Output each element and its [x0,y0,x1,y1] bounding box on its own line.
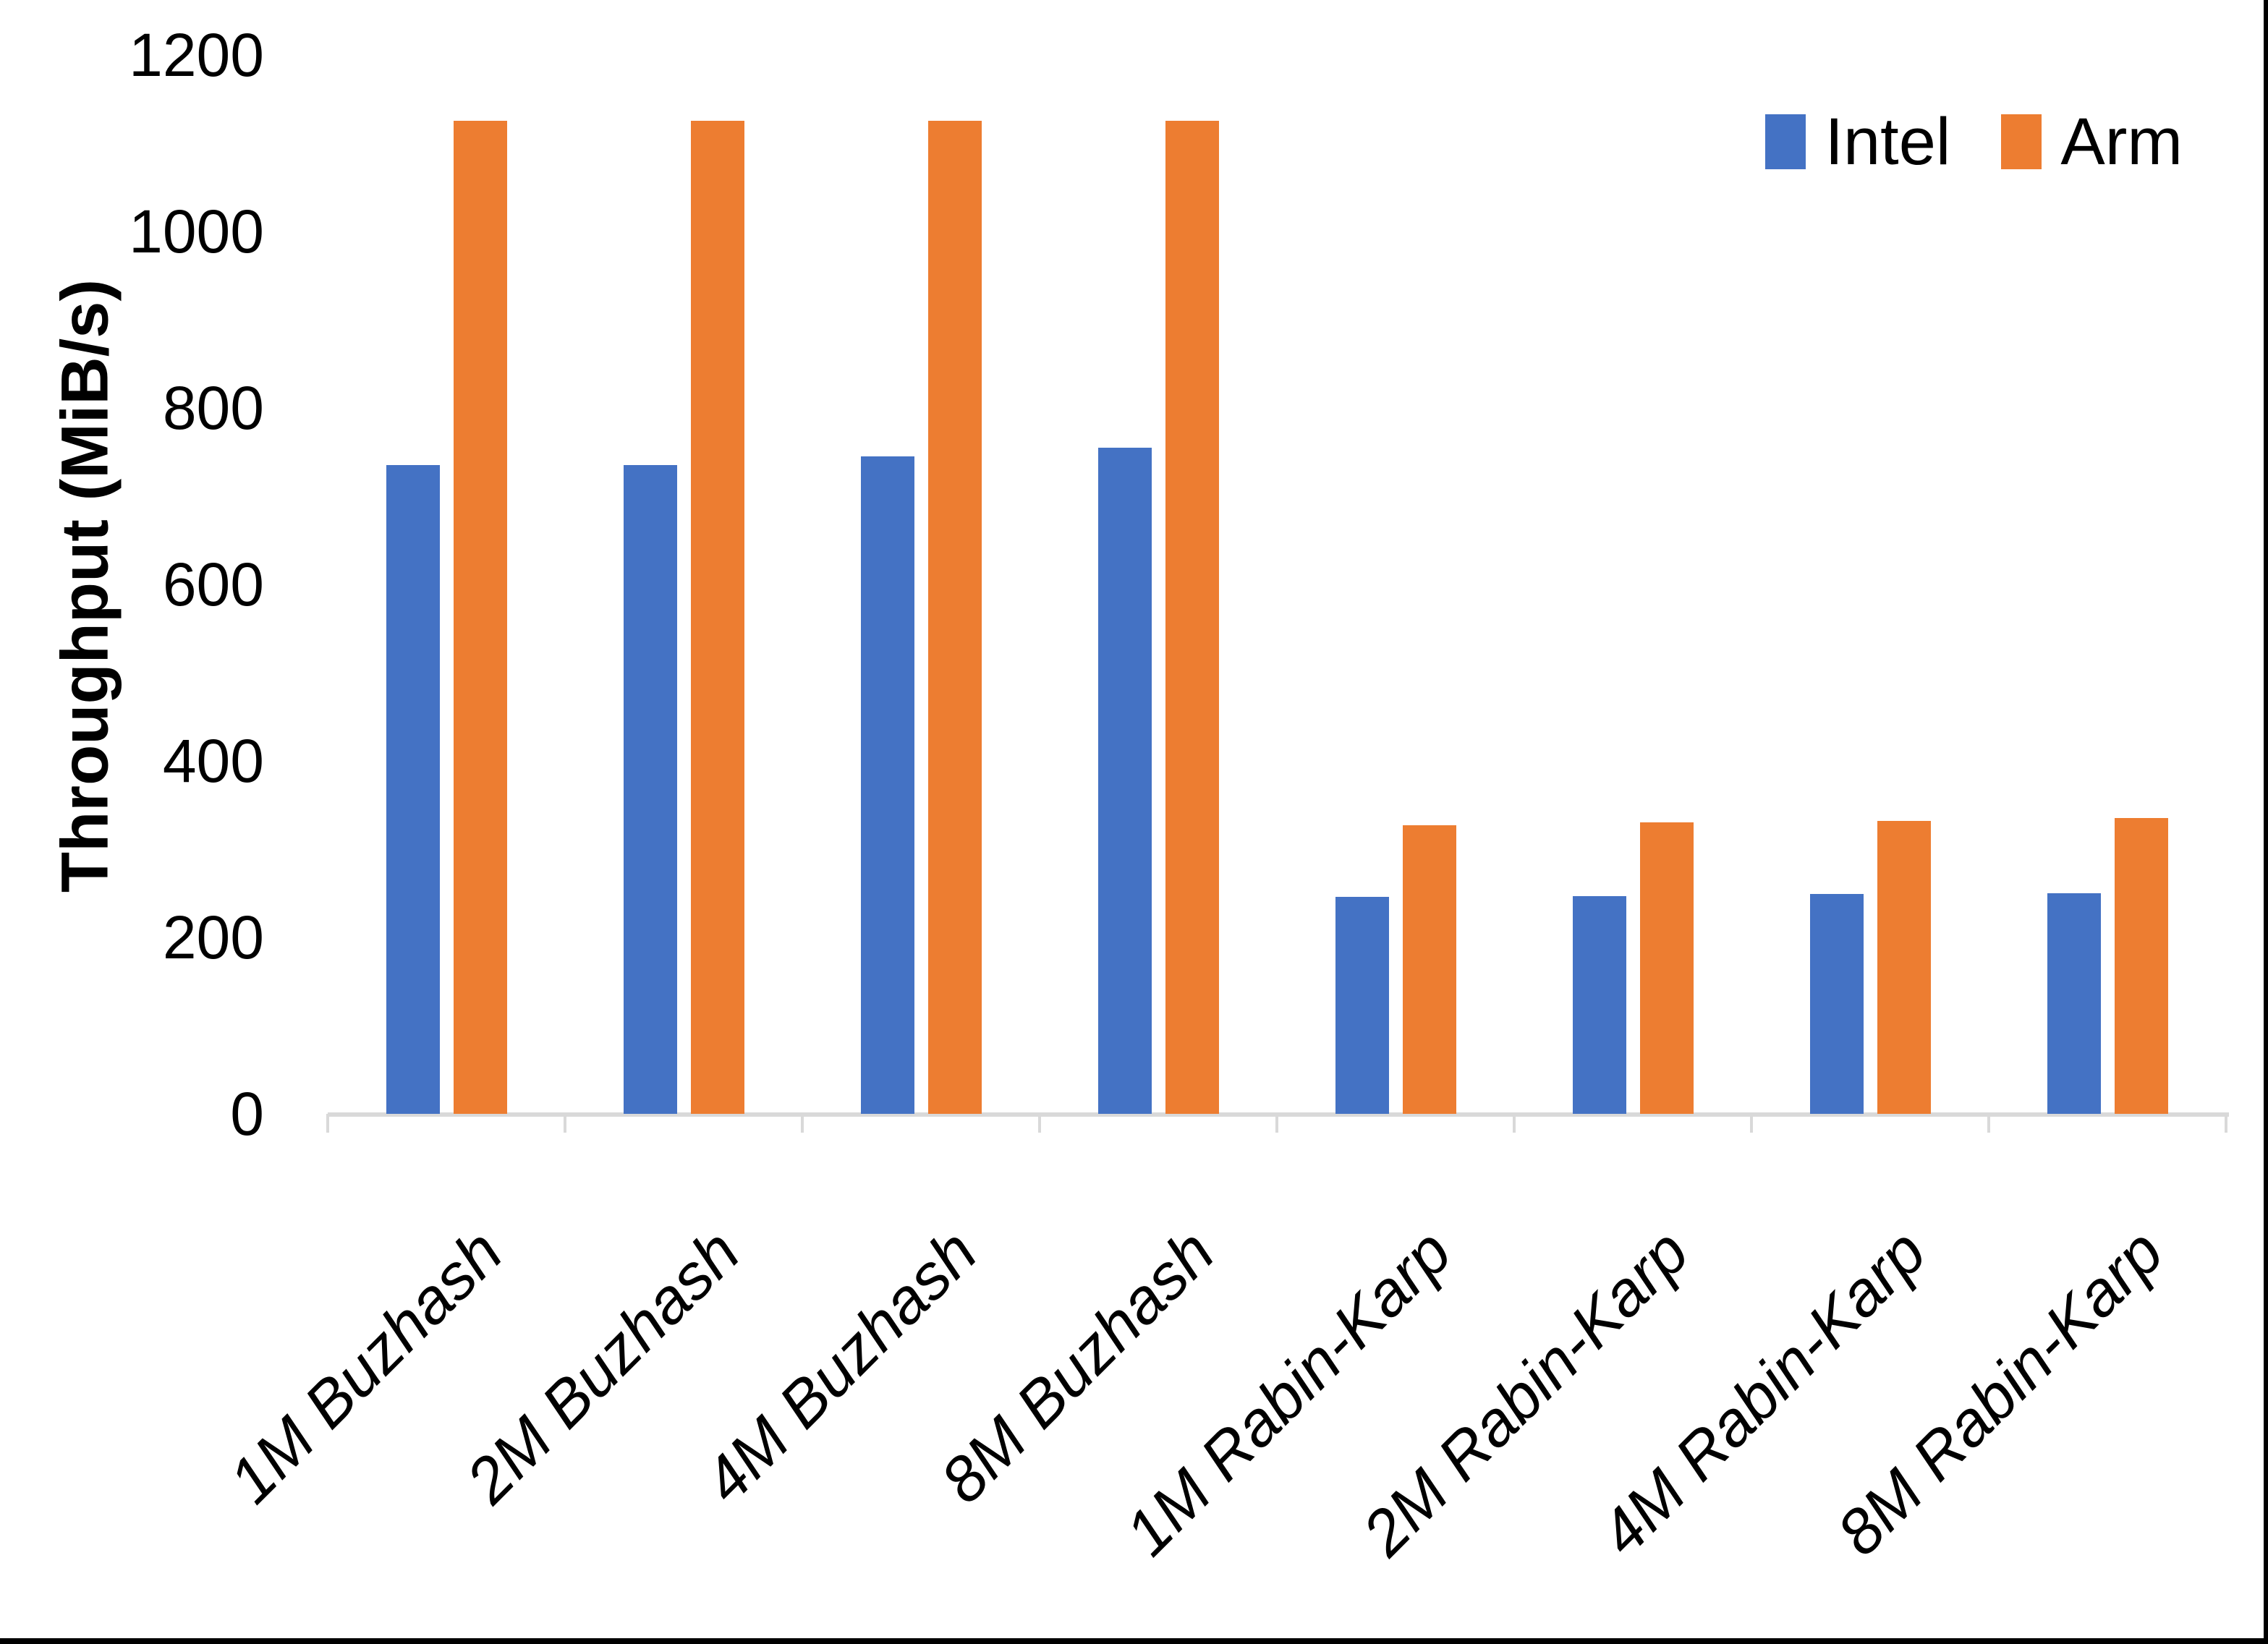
y-axis-tick-label: 400 [162,727,264,795]
x-axis-tick-mark [1275,1114,1278,1133]
bar-arm-2m-rabin-karp [1639,822,1694,1114]
x-axis-line [328,1112,2229,1117]
legend-item-intel: Intel [1765,108,1950,175]
x-axis-tick-mark [1513,1114,1516,1133]
intel-series-swatch-icon [1765,114,1806,169]
y-axis-tick-label: 800 [162,374,264,442]
bar-intel-8m-rabin-karp [2047,893,2101,1114]
window-right-border [2264,0,2268,1644]
bar-intel-4m-buzhash [860,456,914,1114]
bar-arm-8m-rabin-karp [2114,818,2168,1114]
bar-arm-1m-rabin-karp [1402,825,1456,1114]
y-axis-tick-label: 1000 [129,197,264,265]
x-axis-tick-mark [1750,1114,1753,1133]
bar-intel-2m-buzhash [623,465,677,1114]
bar-arm-1m-buzhash [453,121,507,1114]
x-axis-tick-mark [1987,1114,1990,1133]
x-axis-tick-mark [1038,1114,1041,1133]
x-axis-tick-mark [2225,1114,2227,1133]
bar-arm-4m-rabin-karp [1877,821,1931,1114]
arm-series-swatch-icon [2001,114,2042,169]
x-axis-tick-mark [801,1114,804,1133]
bar-intel-8m-buzhash [1097,448,1152,1114]
y-axis-tick-label: 200 [162,903,264,971]
x-axis-tick-mark [564,1114,566,1133]
bar-arm-8m-buzhash [1165,121,1219,1114]
y-axis-tick-label: 600 [162,550,264,618]
legend: Intel Arm [1765,108,2183,175]
bar-arm-2m-buzhash [690,121,744,1114]
bar-intel-1m-rabin-karp [1335,897,1389,1114]
y-axis-tick-label: 1200 [129,21,264,89]
legend-label-intel: Intel [1825,105,1951,179]
bar-intel-1m-buzhash [386,465,440,1114]
legend-item-arm: Arm [2001,108,2183,175]
y-axis-tick-label: 0 [230,1080,264,1148]
x-axis-tick-mark [326,1114,329,1133]
bar-arm-4m-buzhash [927,121,982,1114]
bar-intel-4m-rabin-karp [1809,894,1864,1114]
legend-label-arm: Arm [2060,105,2183,179]
bar-intel-2m-rabin-karp [1572,896,1626,1114]
window-bottom-border [0,1638,2268,1644]
